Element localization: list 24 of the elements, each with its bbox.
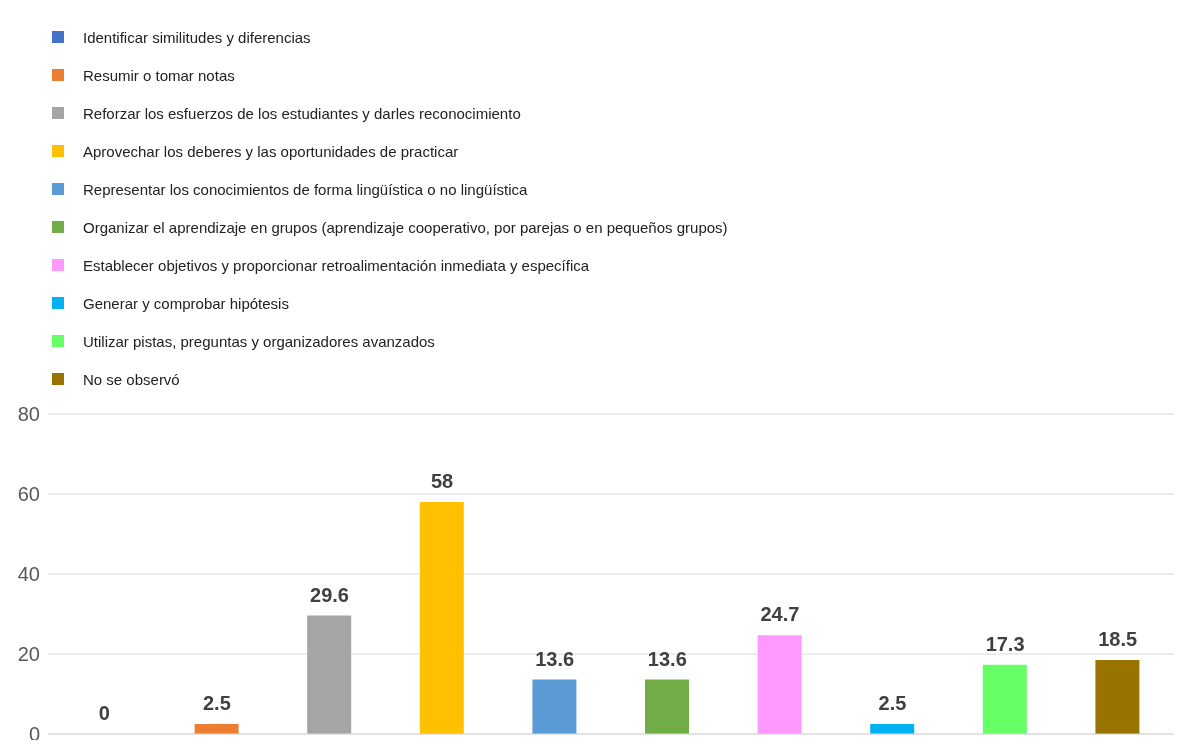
data-label: 2.5 bbox=[202, 692, 231, 714]
legend-label: Identificar similitudes y diferencias bbox=[83, 28, 311, 46]
y-tick-label: 60 bbox=[17, 483, 40, 506]
data-label: 17.3 bbox=[985, 632, 1025, 655]
legend-label: No se observó bbox=[83, 370, 180, 388]
y-tick-label: 20 bbox=[17, 643, 40, 666]
data-label: 2.5 bbox=[878, 692, 907, 714]
legend-label: Aprovechar los deberes y las oportunidades de practicar bbox=[83, 142, 459, 160]
y-tick-label: 40 bbox=[17, 563, 40, 586]
legend-label: Organizar el aprendizaje en grupos (aprendizaje cooperativo, por parejas o en pequeños grupos) bbox=[83, 218, 728, 236]
data-label: 58 bbox=[430, 470, 454, 492]
legend-label: Utilizar pistas, preguntas y organizadores avanzados bbox=[83, 332, 435, 350]
data-label: 13.6 bbox=[647, 647, 687, 670]
legend-label: Representar los conocimientos de forma lingüística o no lingüística bbox=[83, 180, 528, 198]
legend-label: Generar y comprobar hipótesis bbox=[83, 294, 289, 312]
legend-label: Resumir o tomar notas bbox=[83, 66, 235, 84]
y-tick-label: 80 bbox=[17, 403, 40, 426]
data-label: 29.6 bbox=[310, 583, 349, 606]
legend-label: Establecer objetivos y proporcionar retroalimentación inmediata y específica bbox=[83, 256, 590, 274]
data-label: 24.7 bbox=[760, 603, 800, 626]
legend-label: Reforzar los esfuerzos de los estudiantes y darles reconocimiento bbox=[83, 104, 521, 122]
data-label: 18.5 bbox=[1098, 628, 1138, 650]
data-label: 13.6 bbox=[535, 647, 575, 670]
data-label: 0 bbox=[98, 702, 110, 724]
